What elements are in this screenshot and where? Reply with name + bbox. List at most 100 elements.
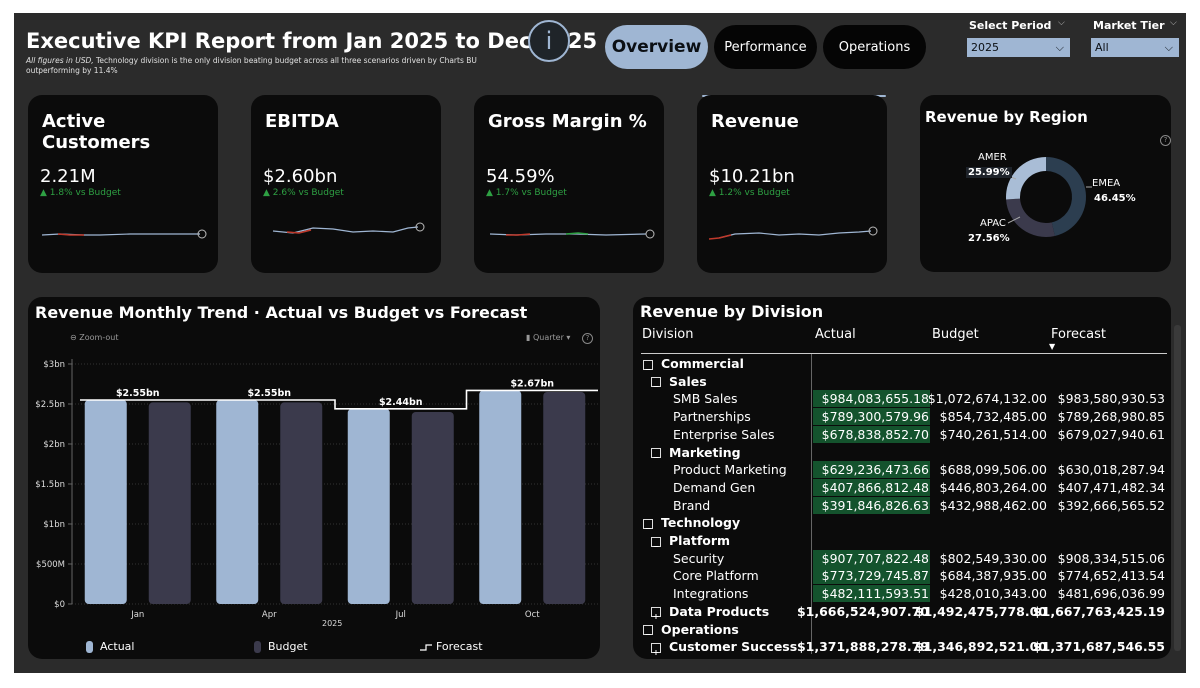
cell-forecast: $983,580,930.53 — [1057, 391, 1165, 407]
table-scrollbar[interactable] — [1174, 325, 1181, 651]
table-row[interactable]: Demand Gen $407,866,812.48 $446,803,264.00… — [641, 478, 1167, 497]
legend-forecast[interactable]: Forecast — [420, 640, 483, 653]
table-row[interactable]: + Data Products $1,666,524,907.70 $1,492,47… — [641, 603, 1167, 621]
cell-actual: $789,300,579.96 — [821, 409, 929, 425]
bar-actual — [479, 390, 522, 604]
kpi-card-revenue[interactable]: Revenue $10.21bn ▲ 1.2% vs Budget — [697, 95, 887, 273]
division-table-body: − Commercial − Sales SMB Sales $984,083,655.1… — [641, 355, 1167, 657]
division-table-card[interactable]: Revenue by Division Division Actual Budg… — [633, 297, 1181, 659]
tab-operations-label: Operations — [838, 39, 911, 55]
kpi-card-ebitda[interactable]: EBITDA $2.60bn ▲ 2.6% vs Budget — [251, 95, 441, 273]
region-donut-card[interactable]: Revenue by Region ? AMER 25.99% EMEA 46.… — [920, 95, 1171, 272]
row-label: Partnerships — [673, 408, 751, 426]
donut-slice-apac[interactable] — [1006, 198, 1055, 237]
row-label-text: Technology — [661, 515, 741, 531]
kpi-card-active-customers[interactable]: Active Customers 2.21M ▲ 1.8% vs Budget — [28, 95, 218, 273]
row-label-text: Enterprise Sales — [673, 426, 775, 442]
actual-highlight — [813, 549, 930, 567]
col-forecast[interactable]: Forecast — [1051, 327, 1107, 342]
donut-slice-emea[interactable] — [1046, 157, 1086, 237]
collapse-icon[interactable]: − — [651, 536, 661, 551]
cell-forecast: $679,027,940.61 — [1057, 426, 1165, 442]
table-row[interactable]: Enterprise Sales $678,838,852.70 $740,261,… — [641, 425, 1167, 444]
tab-performance[interactable]: Performance — [714, 25, 817, 69]
donut-slice-amer[interactable] — [1006, 157, 1046, 200]
table-row[interactable]: − Platform — [641, 532, 1167, 551]
zoom-out-button[interactable]: ⊖ Zoom-out — [70, 333, 118, 342]
kpi-value: 2.21M — [40, 166, 96, 187]
table-row[interactable]: Security $907,707,822.48 $802,549,330.00 $9… — [641, 549, 1167, 568]
table-row[interactable]: Brand $391,846,826.63 $432,988,462.00 $392,… — [641, 496, 1167, 515]
table-row[interactable]: − Commercial — [641, 355, 1167, 374]
forecast-line — [80, 389, 598, 410]
amer-pct: 25.99% — [966, 167, 1012, 178]
tier-collapse-icon[interactable]: ⌵ — [1170, 18, 1177, 28]
table-row[interactable]: Product Marketing $629,236,473.66 $688,099… — [641, 461, 1167, 479]
granularity-dropdown[interactable]: ▮ Quarter ▾ — [526, 333, 570, 342]
period-slicer-label: Select Period — [969, 19, 1052, 32]
row-label: Brand — [673, 497, 710, 515]
zoom-label: Zoom-out — [79, 333, 119, 342]
kpi-title: Revenue — [711, 111, 799, 132]
cell-forecast: $789,268,980.85 — [1057, 409, 1165, 425]
table-row[interactable]: Core Platform $773,729,745.87 $684,387,935… — [641, 567, 1167, 585]
row-label: Product Marketing — [673, 461, 787, 479]
expand-icon[interactable]: + — [651, 642, 661, 657]
col-actual[interactable]: Actual — [815, 327, 856, 342]
cell-budget: $688,099,506.00 — [939, 462, 1047, 478]
table-row[interactable]: Partnerships $789,300,579.96 $854,732,485.… — [641, 408, 1167, 426]
leader-line-apac — [1007, 216, 1021, 224]
cell-budget: $1,346,892,521.00 — [914, 639, 1047, 655]
collapse-icon[interactable]: − — [643, 359, 653, 374]
period-collapse-icon[interactable]: ⌵ — [1058, 18, 1065, 28]
emea-pct: 46.45% — [1094, 193, 1136, 204]
apac-label: APAC — [980, 218, 1006, 229]
actual-highlight — [813, 461, 930, 479]
bar-budget — [543, 392, 586, 604]
cell-actual: $773,729,745.87 — [821, 568, 929, 584]
period-dropdown[interactable]: 2025 ⌵ — [967, 38, 1070, 57]
col-division[interactable]: Division — [642, 327, 694, 342]
table-row[interactable]: Integrations $482,111,593.51 $428,010,343.… — [641, 585, 1167, 603]
cell-forecast: $1,371,687,546.55 — [1032, 639, 1165, 655]
col-budget[interactable]: Budget — [932, 327, 979, 342]
collapse-icon[interactable]: − — [651, 448, 661, 462]
row-label-text: Marketing — [669, 444, 741, 460]
help-icon[interactable]: ? — [1160, 135, 1171, 146]
row-label: Integrations — [673, 585, 748, 603]
table-row[interactable]: − Sales — [641, 373, 1167, 391]
legend-actual-label: Actual — [100, 640, 135, 653]
info-button[interactable]: i — [528, 20, 570, 62]
legend-forecast-swatch — [420, 643, 432, 651]
table-row[interactable]: SMB Sales $984,083,655.18 $1,072,674,132.0… — [641, 390, 1167, 408]
table-row[interactable]: − Marketing — [641, 444, 1167, 462]
trend-chart-card[interactable]: Revenue Monthly Trend · Actual vs Budget… — [28, 297, 600, 659]
cell-actual: $629,236,473.66 — [821, 462, 929, 478]
table-row[interactable]: + Customer Success $1,371,888,278.79 $1,346… — [641, 638, 1167, 657]
page-subtitle: All figures in USD, Technology division … — [26, 56, 526, 76]
collapse-icon[interactable]: − — [643, 625, 653, 639]
kpi-card-gross-margin[interactable]: Gross Margin % 54.59% ▲ 1.7% vs Budget — [474, 95, 664, 273]
legend-budget[interactable]: Budget — [254, 640, 308, 653]
sort-desc-icon[interactable]: ▼ — [1049, 342, 1056, 351]
actual-highlight — [813, 408, 930, 426]
tab-overview[interactable]: Overview — [605, 25, 708, 69]
tier-dropdown[interactable]: All ⌵ — [1091, 38, 1179, 57]
x-tick-label: Oct — [525, 610, 540, 620]
info-icon: i — [545, 27, 553, 55]
tab-operations[interactable]: Operations — [823, 25, 926, 69]
legend-actual[interactable]: Actual — [86, 640, 134, 653]
table-row[interactable]: − Operations — [641, 621, 1167, 639]
kpi-delta: ▲ 1.8% vs Budget — [40, 188, 121, 198]
table-row[interactable]: − Technology — [641, 514, 1167, 533]
cell-budget: $684,387,935.00 — [939, 568, 1047, 584]
actual-highlight — [813, 567, 930, 585]
x-tick-label: Jan — [130, 610, 144, 620]
row-label: Demand Gen — [673, 479, 755, 497]
collapse-icon[interactable]: − — [651, 377, 661, 391]
bar-actual — [347, 408, 390, 604]
collapse-icon[interactable]: − — [643, 518, 653, 533]
x-tick-label: Apr — [262, 610, 277, 620]
expand-icon[interactable]: + — [651, 607, 661, 621]
help-icon[interactable]: ? — [582, 333, 593, 344]
